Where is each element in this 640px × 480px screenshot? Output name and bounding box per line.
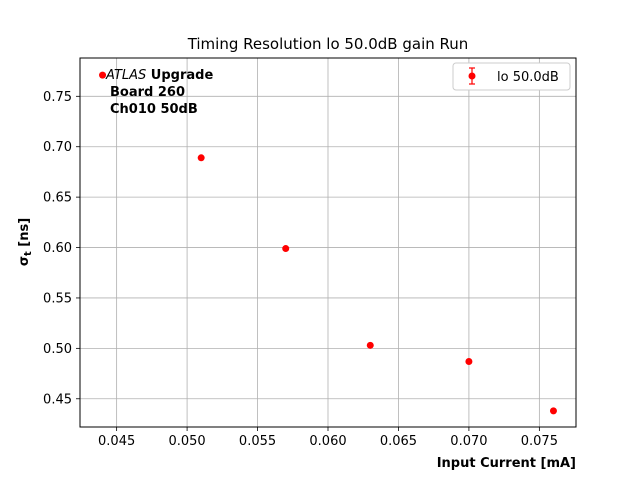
annotation-atlas: ATLAS <box>105 68 146 83</box>
data-point <box>465 357 473 365</box>
data-point <box>366 341 374 349</box>
y-tick-label: 0.70 <box>43 140 72 155</box>
y-tick-label: 0.65 <box>43 191 72 206</box>
x-tick-label: 0.065 <box>380 434 417 449</box>
x-tick-label: 0.045 <box>98 434 135 449</box>
annotation-upgrade: Upgrade <box>146 68 213 83</box>
annotation-line-1: ATLAS Upgrade <box>105 68 213 83</box>
x-tick-label: 0.070 <box>450 434 487 449</box>
y-axis-label-subscript: t <box>23 251 34 256</box>
x-tick-label: 0.060 <box>309 434 346 449</box>
annotation: ATLAS Upgrade Board 260 Ch010 50dB <box>105 68 213 117</box>
y-axis-label-symbol: σ <box>17 256 32 266</box>
data-point <box>282 245 290 253</box>
y-axis: 0.45 0.50 0.55 0.60 0.65 0.70 0.75 <box>43 90 80 407</box>
data-point <box>549 407 557 415</box>
y-tick-label: 0.55 <box>43 291 72 306</box>
legend-marker <box>468 72 476 80</box>
y-tick-label: 0.60 <box>43 241 72 256</box>
x-tick-label: 0.075 <box>521 434 558 449</box>
x-tick-label: 0.050 <box>168 434 205 449</box>
data-point <box>99 71 107 79</box>
data-point <box>197 154 205 162</box>
annotation-line-3: Ch010 50dB <box>110 102 198 117</box>
data-points <box>99 71 557 415</box>
annotation-line-2: Board 260 <box>110 85 185 100</box>
y-tick-label: 0.50 <box>43 342 72 357</box>
x-axis: 0.045 0.050 0.055 0.060 0.065 0.070 0.075 <box>98 427 558 449</box>
y-tick-label: 0.45 <box>43 392 72 407</box>
legend: lo 50.0dB <box>452 62 571 91</box>
legend-box <box>452 62 571 91</box>
x-axis-label: Input Current [mA] <box>437 456 576 471</box>
grid <box>80 58 576 427</box>
y-axis-label: σt [ns] <box>17 218 34 266</box>
y-axis-label-unit: [ns] <box>17 218 32 251</box>
chart-title: Timing Resolution lo 50.0dB gain Run <box>187 35 469 53</box>
legend-label: lo 50.0dB <box>497 70 559 85</box>
x-tick-label: 0.055 <box>239 434 276 449</box>
y-tick-label: 0.75 <box>43 90 72 105</box>
